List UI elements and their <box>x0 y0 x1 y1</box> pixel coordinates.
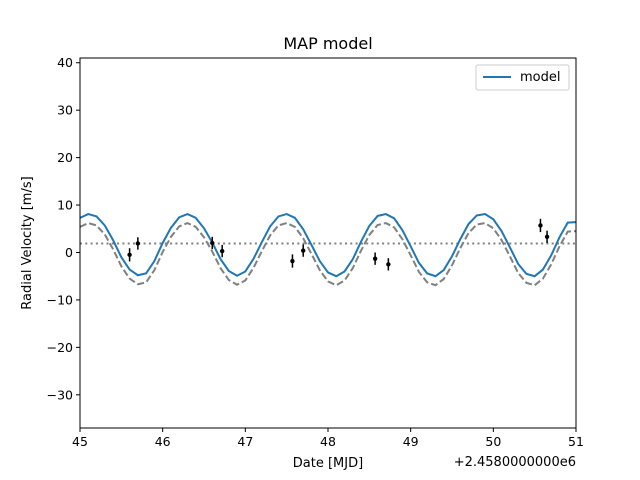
y-axis-label: Radial Velocity [m/s] <box>20 176 35 309</box>
chart-title: MAP model <box>283 34 372 53</box>
x-tick-label: 47 <box>237 434 253 449</box>
x-axis-label: Date [MJD] <box>293 456 363 471</box>
data-point <box>290 254 295 268</box>
point-marker <box>538 223 543 228</box>
data-point <box>219 244 225 258</box>
point-marker <box>544 234 550 240</box>
legend-box <box>475 64 570 91</box>
point-marker <box>127 252 132 258</box>
legend: model <box>475 64 570 91</box>
point-marker <box>210 240 215 246</box>
x-tick-label: 45 <box>72 434 88 449</box>
data-point <box>127 248 132 262</box>
x-tick-label: 46 <box>155 434 171 449</box>
y-tick-label: 10 <box>57 198 73 213</box>
data-point <box>135 237 141 250</box>
y-axis: −30 −20 −10 0 10 20 30 40 <box>47 55 80 402</box>
dashed-series-line <box>79 221 577 287</box>
data-point <box>301 244 306 257</box>
x-offset-label: +2.4580000000e6 <box>454 455 576 470</box>
point-marker <box>135 241 141 246</box>
point-marker <box>386 262 391 267</box>
y-tick-label: −20 <box>47 340 73 355</box>
data-point <box>538 218 543 233</box>
x-tick-label: 48 <box>320 434 336 449</box>
data-point <box>544 230 550 243</box>
y-tick-label: 40 <box>57 55 73 70</box>
y-tick-label: −30 <box>47 387 73 402</box>
model-line <box>79 212 577 278</box>
legend-model-label: model <box>520 70 560 85</box>
x-tick-label: 49 <box>403 434 419 449</box>
data-point <box>210 236 215 250</box>
y-tick-label: −10 <box>47 292 73 307</box>
y-tick-label: 20 <box>57 150 73 165</box>
y-tick-label: 30 <box>57 103 73 118</box>
point-marker <box>219 248 225 254</box>
point-marker <box>290 258 295 264</box>
data-point <box>372 252 378 265</box>
point-marker <box>372 256 378 261</box>
point-marker <box>301 248 306 253</box>
x-axis: 45 46 47 48 49 50 51 <box>72 428 584 449</box>
x-tick-label: 51 <box>568 434 584 449</box>
x-tick-label: 50 <box>485 434 501 449</box>
y-tick-label: 0 <box>65 245 73 260</box>
plot-area <box>79 212 577 287</box>
data-point <box>386 258 391 271</box>
